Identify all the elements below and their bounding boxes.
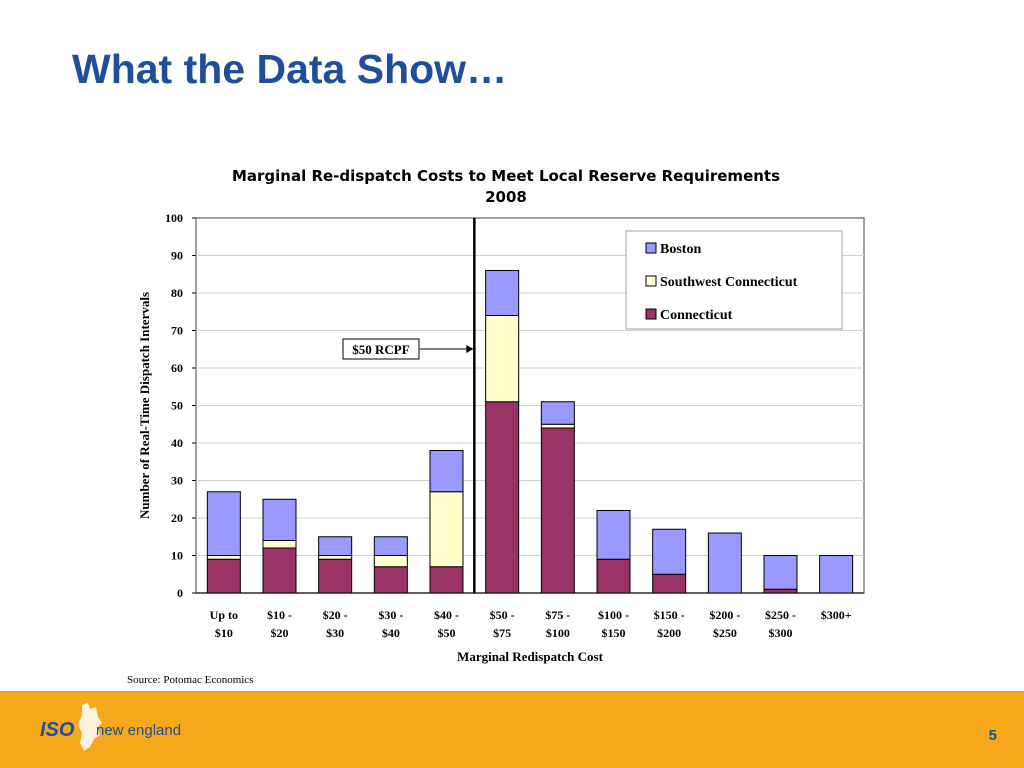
slide-title: What the Data Show… — [72, 46, 508, 92]
bar-segment-connecticut — [763, 588, 798, 594]
bar-segment-southwest-connecticut — [429, 491, 464, 568]
legend-box — [625, 230, 843, 330]
bar-segment-boston — [540, 401, 575, 425]
legend-label: Southwest Connecticut — [660, 275, 798, 290]
y-tick-label: 10 — [171, 549, 183, 563]
y-axis-title: Number of Real-Time Dispatch Intervals — [137, 292, 152, 519]
x-tick-label: $30 - — [378, 608, 403, 622]
y-tick-label: 30 — [171, 474, 183, 488]
y-tick-label: 50 — [171, 399, 183, 413]
bar-segment-boston — [652, 528, 687, 575]
y-tick-label: 20 — [171, 511, 183, 525]
rcpf-arrow-head — [466, 345, 474, 353]
x-tick-label: $250 — [713, 626, 737, 640]
legend-label: Boston — [660, 242, 701, 257]
bar-segment-boston — [318, 536, 353, 556]
bar-segment-boston — [373, 536, 408, 556]
x-tick-label: $10 — [215, 626, 233, 640]
x-tick-label: $100 — [546, 626, 570, 640]
legend-label: Connecticut — [660, 308, 733, 323]
x-axis-title: Marginal Redispatch Cost — [457, 649, 604, 664]
x-tick-label: $20 — [271, 626, 289, 640]
bar-segment-connecticut — [540, 427, 575, 594]
bar-segment-connecticut — [373, 566, 408, 594]
y-tick-label: 40 — [171, 436, 183, 450]
rcpf-callout-box — [342, 338, 420, 360]
new-england-map-icon — [78, 703, 102, 751]
page-number: 5 — [988, 727, 997, 744]
bar-segment-boston — [485, 270, 520, 316]
bar-segment-southwest-connecticut — [540, 423, 575, 429]
legend-swatch — [645, 242, 657, 254]
y-tick-label: 0 — [177, 586, 183, 600]
y-tick-label: 60 — [171, 361, 183, 375]
bar-segment-boston — [429, 450, 464, 493]
chart-title-block: Marginal Re-dispatch Costs to Meet Local… — [200, 166, 812, 208]
x-tick-label: $300+ — [821, 608, 852, 622]
chart-title: Marginal Re-dispatch Costs to Meet Local… — [231, 167, 781, 185]
x-tick-label: $250 - — [765, 608, 796, 622]
logo-name-text: new england — [96, 722, 182, 739]
bar-segment-southwest-connecticut — [485, 315, 520, 403]
x-tick-label: $50 — [438, 626, 456, 640]
x-tick-label: $150 — [602, 626, 626, 640]
bar-segment-boston — [206, 491, 241, 556]
x-tick-label: $75 - — [545, 608, 570, 622]
bar-segment-connecticut — [485, 401, 520, 594]
footer-bar: ISO new england 5 — [0, 691, 1024, 768]
bar-segment-southwest-connecticut — [318, 555, 353, 560]
x-tick-label: $20 - — [323, 608, 348, 622]
bar-segment-connecticut — [262, 547, 297, 594]
y-tick-label: 90 — [171, 249, 183, 263]
bar-segment-connecticut — [206, 558, 241, 594]
bar-segment-boston — [763, 555, 798, 590]
x-tick-label: $200 — [657, 626, 681, 640]
bar-segment-boston — [707, 532, 742, 594]
x-tick-label: $200 - — [709, 608, 740, 622]
x-tick-label: $75 — [493, 626, 511, 640]
y-tick-label: 70 — [171, 324, 183, 338]
bar-segment-southwest-connecticut — [262, 540, 297, 549]
x-tick-label: $10 - — [267, 608, 292, 622]
logo-iso-text: ISO — [40, 719, 75, 741]
bar-segment-boston — [819, 555, 854, 594]
x-tick-label: $40 - — [434, 608, 459, 622]
legend-swatch — [645, 308, 657, 320]
x-tick-label: $150 - — [654, 608, 685, 622]
bar-segment-southwest-connecticut — [206, 555, 241, 560]
x-tick-label: $40 — [382, 626, 400, 640]
x-tick-label: $300 — [769, 626, 793, 640]
source-note: Source: Potomac Economics — [127, 674, 254, 686]
rcpf-callout-label: $50 RCPF — [352, 342, 409, 357]
bar-segment-southwest-connecticut — [373, 555, 408, 568]
bar-segment-connecticut — [429, 566, 464, 594]
chart-subtitle: 2008 — [485, 188, 527, 206]
legend-swatch — [645, 275, 657, 287]
bar-segment-connecticut — [596, 558, 631, 594]
x-tick-label: $30 — [326, 626, 344, 640]
stacked-bar-chart: 0 10 20 30 40 50 60 70 80 90 100 Up to $10 $10 - $20 $2… — [137, 211, 865, 664]
bar-segment-connecticut — [652, 573, 687, 594]
x-tick-label: Up to — [210, 608, 238, 622]
x-tick-label: $100 - — [598, 608, 629, 622]
y-tick-label: 80 — [171, 286, 183, 300]
bar-segment-boston — [596, 510, 631, 560]
bar-segment-connecticut — [318, 558, 353, 594]
y-tick-label: 100 — [165, 211, 183, 225]
bar-segment-boston — [262, 498, 297, 541]
x-tick-label: $50 - — [490, 608, 515, 622]
